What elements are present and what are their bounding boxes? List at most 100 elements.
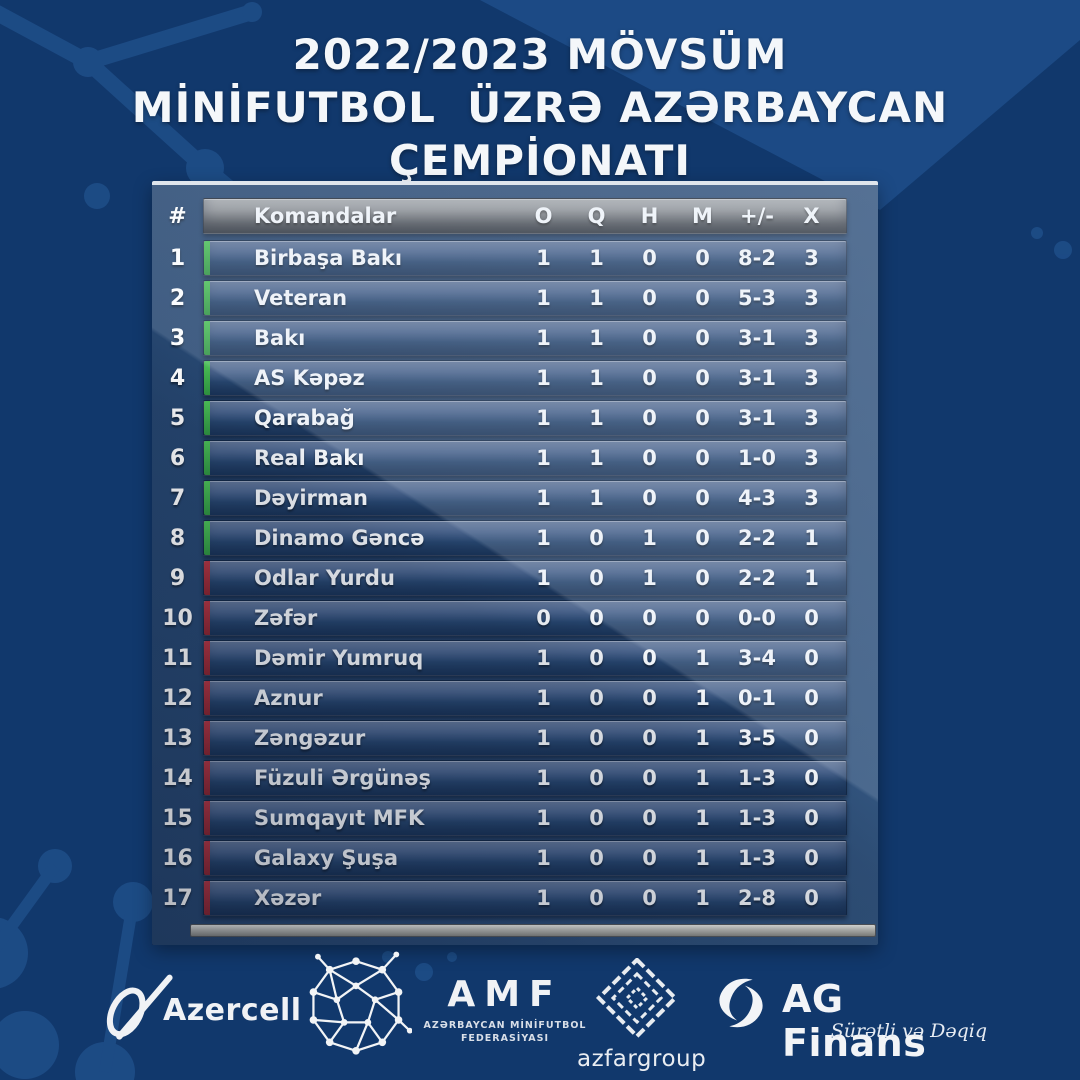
stat-cell: 1 — [589, 286, 604, 310]
team-name: Bakı — [254, 326, 306, 350]
team-row-bar: Sumqayıt MFK 1 0 0 1 1-3 0 — [203, 800, 847, 836]
standings-header-row: # Komandalar O Q H M +/- X — [152, 198, 878, 234]
table-row: 11 Dəmir Yumruq 1 0 0 1 3-4 0 — [152, 640, 878, 676]
stat-cell: 0 — [642, 726, 657, 750]
stat-cell: 0 — [804, 806, 819, 830]
stat-cell: 1 — [536, 446, 551, 470]
zone-indicator — [204, 641, 210, 675]
azercell-wordmark: Azercell — [163, 993, 302, 1028]
agfinans-wordmark: AG Finans — [782, 977, 927, 1065]
stat-cell: 0 — [589, 726, 604, 750]
stat-cell: 0 — [804, 846, 819, 870]
rank-cell: 11 — [162, 645, 193, 671]
stat-cell: 1-3 — [738, 846, 776, 870]
team-name: Galaxy Şuşa — [254, 846, 399, 870]
stat-cell: 0 — [536, 606, 551, 630]
table-row: 7 Dəyirman 1 1 0 0 4-3 3 — [152, 480, 878, 516]
stat-cell: 1 — [642, 526, 657, 550]
zone-indicator — [204, 841, 210, 875]
rank-cell: 8 — [169, 525, 186, 551]
azercell-a-icon — [106, 974, 173, 1040]
stat-column-header: M — [692, 204, 713, 228]
stat-column-header: +/- — [740, 204, 774, 228]
team-row-bar: Füzuli Ərgünəş 1 0 0 1 1-3 0 — [203, 760, 847, 796]
team-name: Birbaşa Bakı — [254, 246, 403, 270]
zone-indicator — [204, 441, 210, 475]
stat-cell: 0 — [589, 806, 604, 830]
team-row-bar: Qarabağ 1 1 0 0 3-1 3 — [203, 400, 847, 436]
team-row-bar: Birbaşa Bakı 1 1 0 0 8-2 3 — [203, 240, 847, 276]
championship-title: 2022/2023 MÖVSÜM MİNİFUTBOL ÜZRƏ AZƏRBAY… — [0, 28, 1080, 187]
stat-cell: 1 — [536, 286, 551, 310]
standings-rows: 1 Birbaşa Bakı 1 1 0 0 8-2 3 2 Veteran 1 1 0 0 5-3 3 3 Ba… — [152, 240, 878, 916]
stat-cell: 3-1 — [738, 366, 776, 390]
stat-cell: 0 — [589, 526, 604, 550]
stat-cell: 2-2 — [738, 526, 776, 550]
table-row: 12 Aznur 1 0 0 1 0-1 0 — [152, 680, 878, 716]
rank-header-cell: # — [168, 203, 187, 229]
rank-cell: 14 — [162, 765, 193, 791]
sponsors-footer: Azercell — [0, 940, 1080, 1080]
zone-indicator — [204, 561, 210, 595]
stat-cell: 1-0 — [738, 446, 776, 470]
rank-cell: 12 — [162, 685, 193, 711]
stat-cell: 3 — [804, 246, 819, 270]
stat-cell: 8-2 — [738, 246, 776, 270]
azfargroup-logo: azfargroup — [577, 956, 732, 1078]
rank-cell: 6 — [169, 445, 186, 471]
stat-cell: 0 — [642, 646, 657, 670]
stat-cell: 0 — [642, 326, 657, 350]
stat-cell: 1 — [536, 526, 551, 550]
stat-cell: 1 — [695, 846, 710, 870]
stat-cell: 0 — [642, 606, 657, 630]
stat-cell: 1 — [536, 886, 551, 910]
table-row: 14 Füzuli Ərgünəş 1 0 0 1 1-3 0 — [152, 760, 878, 796]
stat-cell: 1 — [589, 326, 604, 350]
stat-cell: 1 — [589, 366, 604, 390]
team-name: Real Bakı — [254, 446, 365, 470]
team-name: Dəyirman — [254, 486, 368, 510]
team-row-bar: Zəfər 0 0 0 0 0-0 0 — [203, 600, 847, 636]
team-row-bar: Xəzər 1 0 0 1 2-8 0 — [203, 880, 847, 916]
stat-cell: 3-5 — [738, 726, 776, 750]
stat-cell: 1 — [589, 406, 604, 430]
stat-cell: 1 — [695, 646, 710, 670]
stat-column-header: O — [534, 204, 553, 228]
team-row-bar: Veteran 1 1 0 0 5-3 3 — [203, 280, 847, 316]
zone-indicator — [204, 601, 210, 635]
stat-cell: 1 — [589, 486, 604, 510]
stat-cell: 0 — [642, 686, 657, 710]
stat-cell: 1 — [536, 566, 551, 590]
azfargroup-wordmark: azfargroup — [577, 1046, 707, 1072]
table-row: 13 Zəngəzur 1 0 0 1 3-5 0 — [152, 720, 878, 756]
team-name: Zəngəzur — [254, 726, 366, 750]
azfargroup-diamond-icon — [595, 956, 679, 1040]
stat-cell: 0 — [804, 766, 819, 790]
stat-cell: 1 — [804, 526, 819, 550]
team-name: Odlar Yurdu — [254, 566, 395, 590]
stat-cell: 0 — [589, 846, 604, 870]
team-row-bar: Bakı 1 1 0 0 3-1 3 — [203, 320, 847, 356]
team-name: Zəfər — [254, 606, 318, 630]
team-name: Dəmir Yumruq — [254, 646, 424, 670]
panel-bottom-trim — [190, 924, 876, 937]
stat-cell: 0 — [642, 806, 657, 830]
amf-ball-icon — [309, 951, 413, 1055]
team-name: Aznur — [254, 686, 323, 710]
stat-cell: 3 — [804, 486, 819, 510]
stat-cell: 1 — [536, 846, 551, 870]
stat-cell: 3-1 — [738, 326, 776, 350]
team-row-bar: Aznur 1 0 0 1 0-1 0 — [203, 680, 847, 716]
rank-cell: 2 — [169, 285, 186, 311]
stat-cell: 1 — [536, 326, 551, 350]
stat-cell: 1 — [536, 646, 551, 670]
stat-cell: 0 — [695, 326, 710, 350]
standings-panel: # Komandalar O Q H M +/- X 1 Birbaşa Bakı 1 1 0 0 8… — [152, 181, 878, 945]
stat-column-header: X — [803, 204, 820, 228]
zone-indicator — [204, 761, 210, 795]
table-row: 6 Real Bakı 1 1 0 0 1-0 3 — [152, 440, 878, 476]
stat-cell: 0 — [642, 446, 657, 470]
stat-cell: 1 — [695, 806, 710, 830]
table-row: 2 Veteran 1 1 0 0 5-3 3 — [152, 280, 878, 316]
rank-cell: 15 — [162, 805, 193, 831]
